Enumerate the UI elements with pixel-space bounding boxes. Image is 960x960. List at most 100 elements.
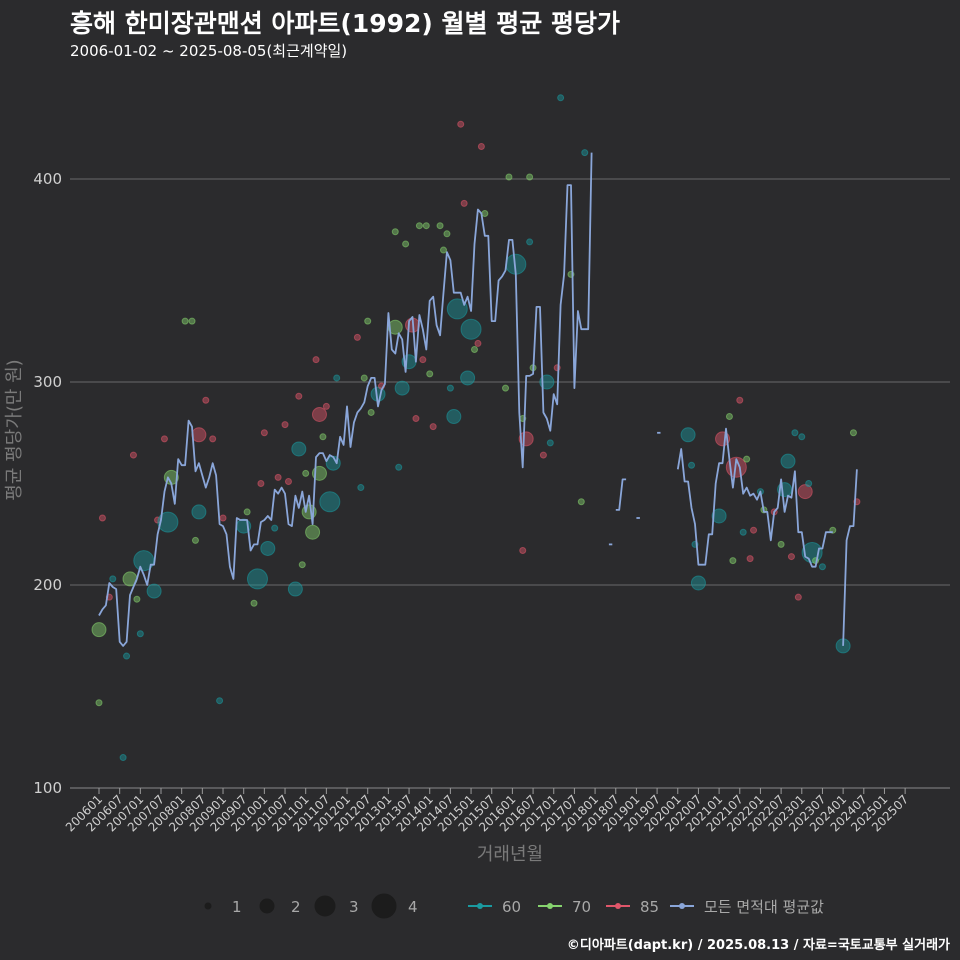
line-layer [98,152,858,647]
y-tick-label: 300 [33,373,62,391]
point-85 [312,356,320,364]
point-85 [412,415,420,423]
point-70 [849,429,857,437]
point-70 [364,317,372,325]
point-85 [274,473,282,481]
point-70 [481,210,489,218]
point-70 [391,228,399,236]
point-85 [311,406,327,422]
point-70 [526,173,534,181]
point-70 [471,346,479,354]
point-85 [191,427,207,443]
point-60 [526,238,534,246]
point-85 [353,333,361,341]
point-70 [181,317,189,325]
point-85 [160,435,168,443]
avg-line-segment [615,478,627,511]
y-tick-label: 100 [33,779,62,797]
avg-line-segment [98,152,593,647]
point-70 [402,240,410,248]
point-85 [477,143,485,151]
point-70 [95,699,103,707]
point-85 [736,396,744,404]
point-70 [133,595,141,603]
point-85 [202,396,210,404]
point-85 [519,546,527,554]
point-60 [711,508,727,524]
point-70 [777,540,785,548]
grid-layer [70,178,950,586]
point-60 [581,149,589,157]
point-85 [129,451,137,459]
point-70 [302,469,310,477]
point-60 [146,583,162,599]
point-60 [291,441,307,457]
point-70 [505,173,513,181]
point-60 [690,575,706,591]
legend-size-1 [204,902,212,910]
point-60 [739,528,747,536]
point-60 [109,575,117,583]
point-85 [794,593,802,601]
point-60 [805,480,813,487]
point-60 [446,409,462,425]
legend-size-label: 2 [291,898,301,916]
point-60 [798,433,806,441]
legend-size-4 [371,893,397,919]
point-70 [298,561,306,569]
point-60 [546,439,554,447]
point-70 [729,557,737,565]
legend-size-2 [259,898,275,914]
y-tick-label: 200 [33,576,62,594]
point-70 [305,524,321,540]
point-70 [443,230,451,238]
legend-series-label: 모든 면적대 평균값 [704,898,824,916]
point-70 [367,408,375,416]
chart-title: 흥해 한미장관맨션 아파트(1992) 월별 평균 평당가 [70,9,620,38]
point-85 [750,526,758,534]
point-60 [123,652,131,660]
legend-layer: 1 2 3 4 60 70 85 모든 면적대 평균값 [204,893,824,919]
avg-line-segment [842,469,858,646]
point-70 [426,370,434,378]
legend-size-3 [314,895,336,917]
point-60 [395,463,403,471]
point-60 [357,484,365,492]
point-60 [119,754,127,762]
point-70 [436,222,444,230]
point-85 [98,514,106,522]
legend-dot-avg [679,903,685,909]
credit: ©디아파트(dapt.kr) / 2025.08.13 / 자료=국토교통부 실… [566,938,950,953]
axis-layer: 1002003004002006012006072007012007072008… [4,170,950,865]
y-tick-label: 400 [33,170,62,188]
point-60 [333,374,341,382]
point-60 [460,370,476,386]
y-axis-title: 평균 평당가(만 원) [4,359,25,500]
point-60 [818,563,826,571]
point-85 [539,451,547,459]
point-60 [271,524,279,532]
point-60 [136,630,144,638]
legend-dot-70 [547,903,553,909]
point-70 [725,413,733,421]
point-60 [287,581,303,597]
point-60 [791,429,799,437]
point-70 [422,222,430,230]
avg-line-segment [676,427,833,568]
point-60 [460,318,482,340]
point-85 [322,402,330,410]
point-70 [743,455,751,463]
point-70 [319,433,327,441]
point-85 [518,431,534,447]
point-60 [688,461,696,469]
point-70 [360,374,368,382]
point-60 [246,568,268,590]
point-85 [219,514,227,522]
chart-subtitle: 2006-01-02 ~ 2025-08-05(최근계약일) [70,42,348,60]
x-axis-title: 거래년월 [477,844,543,865]
point-85 [797,484,813,500]
point-85 [460,199,468,207]
point-60 [394,380,410,396]
point-70 [577,498,585,506]
